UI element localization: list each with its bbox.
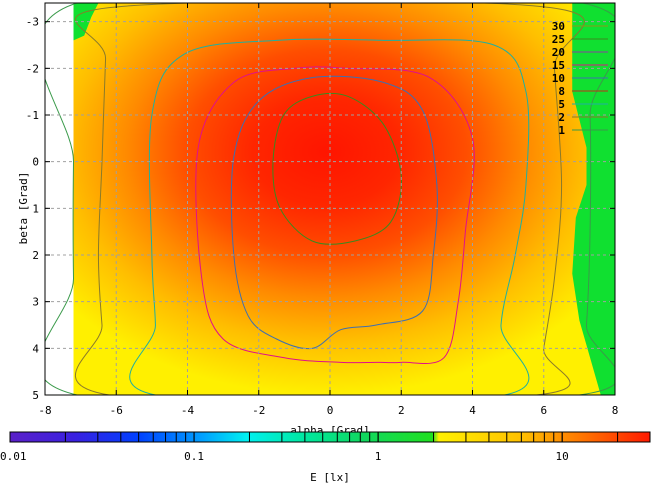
colorbar-tick-label: 0.01: [0, 450, 27, 463]
x-tick-label: 2: [398, 404, 405, 417]
y-tick-label: 1: [32, 202, 39, 215]
legend-label: 25: [552, 33, 565, 46]
low-region-right-edge: [572, 3, 615, 395]
x-tick-label: -6: [110, 404, 123, 417]
colorbar-tick-label: 1: [375, 450, 382, 463]
legend-label: 15: [552, 59, 565, 72]
y-tick-label: -1: [26, 109, 39, 122]
contour-line-5: [129, 38, 530, 395]
plot-area: [45, 3, 615, 395]
contour-line-25: [272, 92, 402, 245]
colorbar-ticks: 0.01 0.1 1 10: [0, 432, 651, 463]
x-axis: -8 -6 -4 -2 0 2 4 6 8: [38, 3, 618, 417]
legend-label: 8: [558, 85, 565, 98]
colorbar-tick-label: 10: [556, 450, 569, 463]
low-intensity-regions: [73, 3, 615, 395]
legend-label: 10: [552, 72, 565, 85]
x-tick-label: -4: [181, 404, 195, 417]
contour-line-15: [195, 66, 475, 365]
y-tick-label: -2: [26, 62, 39, 75]
y-axis-label: beta [Grad]: [17, 172, 30, 245]
y-tick-label: 0: [32, 156, 39, 169]
legend-label: 1: [558, 124, 565, 137]
grid: [45, 3, 615, 395]
y-tick-label: -3: [26, 16, 39, 29]
x-tick-label: 6: [540, 404, 547, 417]
colorbar-label: E [lx]: [310, 471, 350, 483]
colorbar-tick-label: 0.1: [184, 450, 204, 463]
y-tick-label: 5: [32, 389, 39, 402]
legend-label: 5: [558, 98, 565, 111]
contour-line-1: [45, 3, 615, 395]
y-tick-label: 3: [32, 296, 39, 309]
x-tick-label: 0: [327, 404, 334, 417]
heatmap-field: [73, 3, 612, 395]
colorbar: 0.01 0.1 1 10 E [lx]: [0, 431, 651, 483]
legend-label: 20: [552, 46, 565, 59]
legend-label: 2: [558, 111, 565, 124]
x-tick-label: -2: [252, 404, 265, 417]
x-tick-label: -8: [38, 404, 51, 417]
x-tick-label: 8: [612, 404, 619, 417]
low-region-top-left: [73, 3, 99, 41]
contour-line-10: [230, 75, 438, 350]
legend-label: 30: [552, 20, 565, 33]
contour-lines: [45, 3, 615, 395]
x-tick-label: 4: [469, 404, 476, 417]
y-tick-label: 2: [32, 249, 39, 262]
y-tick-label: 4: [32, 342, 39, 355]
